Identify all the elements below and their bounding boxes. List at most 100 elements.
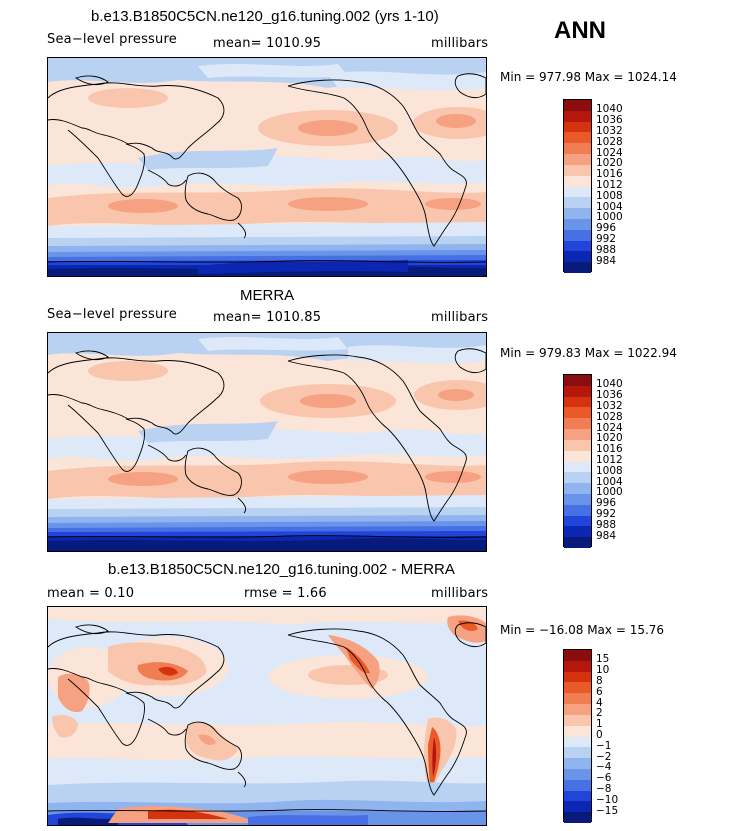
colorbar-tick-label: 984 (596, 254, 617, 267)
colorbar-swatch (564, 671, 591, 683)
colorbar-tick-label: 1024 (596, 146, 623, 159)
colorbar-tick-label: 8 (596, 674, 603, 687)
colorbar-tick-label: −2 (596, 750, 612, 763)
colorbar-swatch (564, 418, 591, 430)
colorbar-swatch (564, 175, 591, 187)
colorbar-tick-label: 984 (596, 529, 617, 542)
colorbar-swatch (564, 385, 591, 397)
panel-3-minmax-label: Min = −16.08 Max = 15.76 (500, 623, 665, 637)
colorbar-swatch (564, 450, 591, 462)
colorbar-tick-label: 1036 (596, 114, 623, 127)
panel-1-map (47, 57, 487, 277)
colorbar-swatch (564, 812, 591, 823)
colorbar-swatch (564, 218, 591, 230)
colorbar-tick-label: 992 (596, 508, 617, 521)
colorbar-tick-label: 10 (596, 664, 610, 677)
colorbar-swatch (564, 472, 591, 484)
colorbar-swatch (564, 725, 591, 737)
colorbar-swatch (564, 143, 591, 155)
colorbar-swatch (564, 650, 591, 661)
colorbar-tick-label: 2 (596, 707, 603, 720)
colorbar-swatch (564, 693, 591, 705)
colorbar-tick-label: 996 (596, 497, 617, 510)
colorbar-tick-label: 1 (596, 718, 603, 731)
colorbar-tick-label: 1020 (596, 432, 623, 445)
colorbar-tick-label: 988 (596, 243, 617, 256)
colorbar-swatch (564, 240, 591, 252)
colorbar-swatch (564, 504, 591, 516)
colorbar-tick-label: 992 (596, 233, 617, 246)
colorbar-swatch (564, 110, 591, 122)
colorbar-swatch (564, 186, 591, 198)
panel-2-colorbar-swatches (563, 374, 592, 548)
colorbar-swatch (564, 790, 591, 802)
colorbar-tick-label: 1032 (596, 124, 623, 137)
colorbar-tick-label: −1 (596, 739, 612, 752)
colorbar-tick-label: 1008 (596, 189, 623, 202)
colorbar-tick-label: 996 (596, 222, 617, 235)
colorbar-swatch (564, 704, 591, 715)
colorbar-swatch (564, 779, 591, 791)
colorbar-tick-label: 1024 (596, 421, 623, 434)
colorbar-swatch (564, 164, 591, 176)
panel-2-map (47, 332, 487, 552)
colorbar-tick-label: 1020 (596, 157, 623, 170)
colorbar-swatch (564, 483, 591, 494)
colorbar-swatch (564, 682, 591, 694)
panel-3-rmse-label: rmse = 1.66 (244, 586, 327, 601)
panel-3-colorbar-swatches (563, 649, 592, 823)
panel-3-mean-label: mean = 0.10 (47, 586, 135, 601)
panel-1-colorbar-swatches (563, 99, 592, 273)
panel-2-variable-label: Sea−level pressure (47, 307, 177, 322)
colorbar-swatch (564, 747, 591, 759)
colorbar-swatch (564, 537, 591, 548)
colorbar-tick-label: 1040 (596, 378, 623, 391)
colorbar-tick-label: 1032 (596, 399, 623, 412)
panel-3-units-label: millibars (431, 586, 489, 601)
colorbar-tick-label: 1004 (596, 475, 623, 488)
colorbar-swatch (564, 154, 591, 165)
colorbar-tick-label: −4 (596, 761, 612, 774)
colorbar-swatch (564, 251, 591, 263)
colorbar-swatch (564, 262, 591, 273)
colorbar-swatch (564, 208, 591, 219)
colorbar-tick-label: 1008 (596, 464, 623, 477)
colorbar-tick-label: −10 (596, 793, 619, 806)
panel-1-units-label: millibars (431, 36, 489, 51)
colorbar-swatch (564, 714, 591, 726)
colorbar-swatch (564, 100, 591, 111)
colorbar-swatch (564, 801, 591, 813)
colorbar-swatch (564, 768, 591, 780)
colorbar-swatch (564, 407, 591, 419)
colorbar-swatch (564, 121, 591, 133)
colorbar-tick-label: 0 (596, 729, 603, 741)
colorbar-swatch (564, 132, 591, 144)
colorbar-tick-label: 1000 (596, 211, 623, 224)
panel-2-minmax-label: Min = 979.83 Max = 1022.94 (500, 346, 677, 360)
colorbar-swatch (564, 736, 591, 748)
colorbar-tick-label: 1028 (596, 135, 623, 148)
colorbar-swatch (564, 660, 591, 672)
colorbar-tick-label: −15 (596, 804, 619, 817)
panel-1-title: b.e13.B1850C5CN.ne120_g16.tuning.002 (yr… (91, 8, 439, 25)
panel-1-mean-label: mean= 1010.95 (213, 36, 322, 51)
colorbar-tick-label: 6 (596, 685, 603, 698)
season-label: ANN (554, 17, 606, 44)
colorbar-swatch (564, 758, 591, 769)
colorbar-tick-label: −6 (596, 772, 612, 785)
panel-2-title: MERRA (240, 287, 295, 304)
colorbar-tick-label: −8 (596, 783, 612, 796)
panel-3-map (47, 606, 487, 826)
colorbar-swatch (564, 375, 591, 386)
panel-1-variable-label: Sea−level pressure (47, 32, 177, 47)
colorbar-tick-label: 1028 (596, 410, 623, 423)
colorbar-swatch (564, 461, 591, 473)
colorbar-swatch (564, 526, 591, 538)
colorbar-tick-label: 1004 (596, 200, 623, 213)
panel-2-mean-label: mean= 1010.85 (213, 310, 322, 325)
colorbar-swatch (564, 396, 591, 408)
panel-3-title: b.e13.B1850C5CN.ne120_g16.tuning.002 - M… (108, 561, 455, 578)
colorbar-tick-label: 1036 (596, 389, 623, 402)
colorbar-swatch (564, 429, 591, 440)
colorbar-tick-label: 1040 (596, 103, 623, 116)
